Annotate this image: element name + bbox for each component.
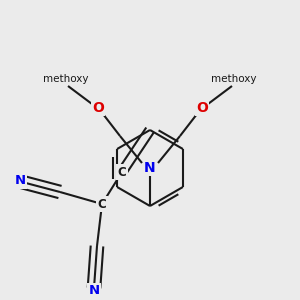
Text: C: C bbox=[98, 197, 106, 211]
Text: C: C bbox=[118, 166, 126, 178]
Text: N: N bbox=[88, 284, 100, 298]
Text: N: N bbox=[144, 161, 156, 175]
Text: N: N bbox=[14, 175, 26, 188]
Text: methoxy: methoxy bbox=[43, 74, 89, 84]
Text: O: O bbox=[196, 101, 208, 115]
Text: O: O bbox=[92, 101, 104, 115]
Text: methoxy: methoxy bbox=[211, 74, 257, 84]
